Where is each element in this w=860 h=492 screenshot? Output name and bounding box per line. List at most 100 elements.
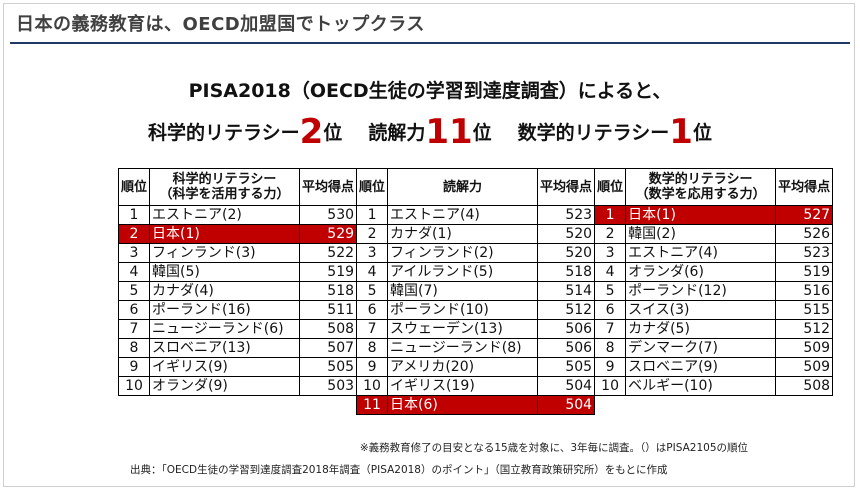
table-cell-m-name: 日本(1) [625,205,777,225]
table-cell-r3: 7 [594,319,627,339]
table-cell-s-score: 530 [299,205,358,225]
table-cell-s-name: ニュージーランド(6) [149,319,301,339]
table-cell-r1: 5 [117,281,151,301]
table-cell-rd-score: 518 [537,262,596,282]
table-row: 9 イギリス(9) 505 9 アメリカ(20) 505 9 スロベニア(9) 509 [117,357,834,377]
table-cell-r2: 9 [356,357,389,377]
table-cell-s-name: 韓国(5) [149,262,301,282]
table-cell-m-score: 515 [775,300,834,320]
table-cell-rd-score: 506 [537,319,596,339]
table-cell-m-name: スロベニア(9) [625,357,777,377]
table-cell-m-score: 519 [775,262,834,282]
table-cell-s-name: エストニア(2) [149,205,301,225]
rank-header: 順位 [117,168,151,206]
avg-header: 平均得点 [537,168,596,206]
table-cell-rd-name: エストニア(4) [387,205,539,225]
table-cell-r3: 2 [594,224,627,244]
table-cell-s-score: 518 [299,281,358,301]
table-cell-r2: 7 [356,319,389,339]
table-cell-m-name: スイス(3) [625,300,777,320]
table-cell-rd-name: ポーランド(10) [387,300,539,320]
math-label: 数学的リテラシー [517,122,670,144]
table-cell-rd-name: 韓国(7) [387,281,539,301]
table-cell-rd-score: 520 [537,224,596,244]
table-cell-m-name: ベルギー(10) [625,376,777,396]
table-cell-rd-score: 514 [537,281,596,301]
table-cell-s-name: 日本(1) [149,224,301,244]
table-cell-r3: 4 [594,262,627,282]
table-cell-s-score: 503 [299,376,358,396]
table-cell-s-score: 505 [299,357,358,377]
table-cell-s-name: オランダ(9) [149,376,301,396]
table-cell-r1: 4 [117,262,151,282]
table-cell-s-name: フィンランド(3) [149,243,301,263]
footnote: ※義務教育修了の目安となる15歳を対象に、3年毎に調査。（）はPISA2105の… [359,442,748,454]
table-row: 8 スロベニア(13) 507 8 ニュージーランド(8) 506 8 デンマーク(7) 509 [117,338,834,358]
reading-header: 読解力 [387,168,539,206]
table-row: 5 カナダ(4) 518 5 韓国(7) 514 5 ポーランド(12) 516 [117,281,834,301]
table-cell-r1: 7 [117,319,151,339]
table-cell-m-score: 516 [775,281,834,301]
table-cell-m-score: 509 [775,357,834,377]
table-cell-s-score: 519 [299,262,358,282]
table-cell-rd-score: 505 [537,357,596,377]
table-cell-r1: 1 [117,205,151,225]
reading-suffix: 位 [472,122,492,144]
empty-cell [300,396,357,415]
table-cell-rd-name: カナダ(1) [387,224,539,244]
table-cell-m-name: ポーランド(12) [625,281,777,301]
slide-header: 日本の義務教育は、OECD加盟国でトップクラス [16,14,425,35]
table-cell-s-name: ポーランド(16) [149,300,301,320]
empty-cell [595,396,626,415]
ranking-summary: 科学的リテラシー2位 読解力11位 数学的リテラシー1位 [0,112,860,152]
table-cell-s-name: カナダ(4) [149,281,301,301]
science-label: 科学的リテラシー [148,122,300,144]
empty-cell [776,396,833,415]
table-row: 4 韓国(5) 519 4 アイルランド(5) 518 4 オランダ(6) 519 [117,262,834,282]
table-cell-s-score: 522 [299,243,358,263]
table-row: 1 エストニア(2) 530 1 エストニア(4) 523 1 日本(1) 527 [117,205,834,225]
table-cell-rd-name: フィンランド(2) [387,243,539,263]
empty-cell [150,396,300,415]
table-cell-rd-score: 506 [537,338,596,358]
table-row-japan-reading: 11 日本(6) 504 [119,395,833,415]
table-cell-r3: 1 [594,205,627,225]
table-cell-rd-score: 504 [537,395,596,415]
table-cell-r1: 3 [117,243,151,263]
table-cell-r3: 9 [594,357,627,377]
table-cell-s-score: 507 [299,338,358,358]
table-cell-s-name: イギリス(9) [149,357,301,377]
table-cell-r2: 8 [356,338,389,358]
table-cell-r2: 10 [356,376,389,396]
slide-frame [3,3,855,487]
table-cell-m-score: 527 [775,205,834,225]
table-cell-rd-score: 512 [537,300,596,320]
math-rank: 1 [669,112,693,152]
table-cell-r2: 2 [356,224,389,244]
science-rank: 2 [299,112,324,152]
avg-header: 平均得点 [299,168,358,206]
rank-header: 順位 [356,168,389,206]
avg-header: 平均得点 [775,168,834,206]
table-row: 7 ニュージーランド(6) 508 7 スウェーデン(13) 506 7 カナダ(5) 512 [117,319,834,339]
reading-label: 読解力 [368,122,426,144]
math-header: 数学的リテラシー （数学を応用する力） [625,168,777,206]
table-cell-r2: 11 [356,395,389,415]
table-cell-s-score: 508 [299,319,358,339]
table-cell-r1: 10 [117,376,151,396]
table-cell-rd-name: イギリス(19) [387,376,539,396]
table-cell-r2: 5 [356,281,389,301]
table-header-row: 順位 科学的リテラシー （科学を活用する力） 平均得点 順位 読解力 平均得点 順… [117,168,834,206]
table-cell-r1: 2 [117,224,151,244]
table-cell-m-name: エストニア(4) [625,243,777,263]
table-cell-s-score: 511 [299,300,358,320]
table-cell-m-name: カナダ(5) [625,319,777,339]
table-cell-m-score: 512 [775,319,834,339]
table-cell-m-name: デンマーク(7) [625,338,777,358]
table-cell-m-name: 韓国(2) [625,224,777,244]
source-citation: 出典：「OECD生徒の学習到達度調査2018年調査（PISA2018）のポイント… [130,464,668,476]
table-cell-rd-name: アイルランド(5) [387,262,539,282]
table-cell-r2: 6 [356,300,389,320]
reading-rank: 11 [425,112,473,152]
math-suffix: 位 [692,122,712,144]
